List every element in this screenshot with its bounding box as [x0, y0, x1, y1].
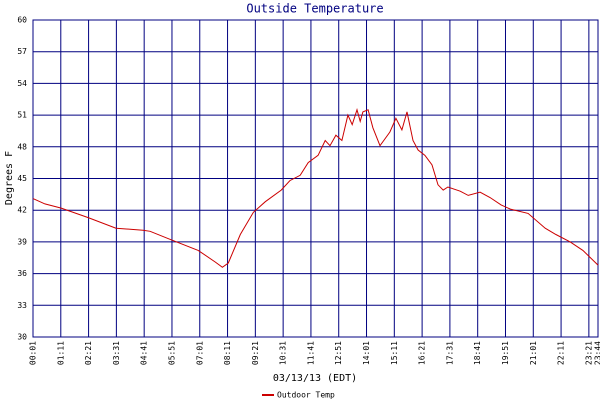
x-tick-label: 15:11 — [390, 341, 399, 365]
x-axis-label: 03/13/13 (EDT) — [273, 373, 357, 384]
y-tick-label: 60 — [17, 16, 27, 25]
x-tick-label: 16:21 — [418, 341, 427, 365]
x-tick-label: 07:01 — [195, 341, 204, 365]
x-tick-label: 11:41 — [306, 341, 315, 365]
y-tick-label: 45 — [17, 174, 27, 183]
y-tick-label: 30 — [17, 333, 27, 342]
x-tick-label: 04:41 — [140, 341, 149, 365]
y-tick-label: 54 — [17, 79, 27, 88]
x-tick-label: 18:41 — [473, 341, 482, 365]
x-tick-label: 12:51 — [334, 341, 343, 365]
x-tick-label: 22:11 — [557, 341, 566, 365]
y-tick-label: 48 — [17, 142, 27, 151]
x-tick-label: 17:31 — [445, 341, 454, 365]
y-tick-label: 51 — [17, 111, 27, 120]
y-tick-label: 57 — [17, 47, 27, 56]
x-tick-label: 02:21 — [84, 341, 93, 365]
y-tick-label: 39 — [17, 237, 27, 246]
x-tick-label: 14:01 — [362, 341, 371, 365]
y-tick-label: 33 — [17, 301, 27, 310]
x-tick-label: 01:11 — [56, 341, 65, 365]
x-tick-label: 21:01 — [529, 341, 538, 365]
legend-label: Outdoor Temp — [277, 391, 335, 400]
x-tick-label: 19:51 — [501, 341, 510, 365]
x-tick-label: 23:21 — [584, 341, 593, 365]
x-tick-label: 09:21 — [251, 341, 260, 365]
y-tick-label: 36 — [17, 269, 27, 278]
x-tick-label: 00:01 — [29, 341, 38, 365]
x-tick-label: 10:31 — [279, 341, 288, 365]
y-axis-label: Degrees F — [4, 151, 15, 205]
x-tick-label: 08:11 — [223, 341, 232, 365]
chart-title: Outside Temperature — [246, 2, 383, 16]
y-tick-label: 42 — [17, 206, 27, 215]
x-tick-label: 05:51 — [167, 341, 176, 365]
x-tick-label: 23:44 — [594, 341, 600, 365]
x-tick-label: 03:31 — [112, 341, 121, 365]
data-line — [32, 108, 599, 268]
